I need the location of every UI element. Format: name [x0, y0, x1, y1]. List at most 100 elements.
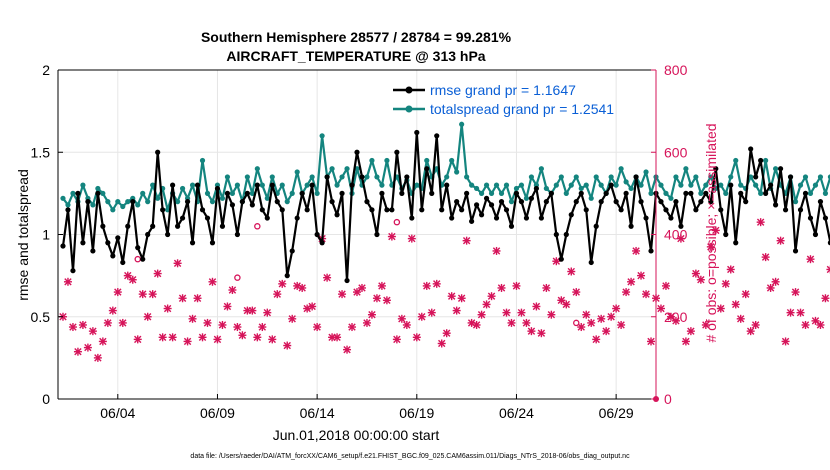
totalspread-point [593, 174, 599, 180]
obs-assimilated-marker [632, 246, 641, 255]
totalspread-point [284, 199, 290, 205]
obs-assimilated-marker [158, 333, 167, 342]
obs-assimilated-marker [711, 226, 720, 235]
totalspread-point [758, 190, 764, 196]
tick-labels: 06/04 06/09 06/14 06/19 06/24 06/2900.511.520… [31, 62, 688, 421]
totalspread-point [95, 185, 101, 192]
obs-assimilated-marker [263, 308, 272, 317]
obs-assimilated-marker [512, 281, 521, 290]
totalspread-point [638, 182, 644, 188]
totalspread-point [179, 185, 186, 192]
totalspread-point [155, 195, 161, 201]
obs-assimilated-marker [811, 316, 820, 325]
rmse-point [95, 190, 101, 196]
rmse-point [304, 207, 310, 213]
obs-assimilated-marker [362, 318, 371, 327]
rmse-point [65, 207, 71, 213]
totalspread-point [698, 190, 704, 196]
obs-assimilated-marker [392, 335, 401, 344]
obs-assimilated-marker [83, 343, 92, 352]
totalspread-point [259, 182, 265, 188]
y-tick-label-right: 0 [664, 391, 672, 407]
rmse-point [578, 190, 584, 196]
obs-assimilated-marker [671, 316, 680, 325]
obs-assimilated-marker [542, 283, 551, 292]
obs-assimilated-marker [283, 341, 292, 350]
totalspread-point [369, 157, 375, 164]
obs-assimilated-marker [382, 296, 391, 305]
rmse-point [787, 174, 794, 180]
obs-assimilated-marker [607, 312, 616, 321]
obs-assimilated-marker [442, 329, 451, 338]
rmse-point [100, 223, 106, 229]
chart-title-line1: Southern Hemisphere 28577 / 28784 = 99.2… [201, 29, 512, 45]
totalspread-point [483, 182, 490, 188]
rmse-point [449, 215, 455, 221]
rmse-point [538, 215, 544, 221]
x-tick-label: 06/14 [300, 405, 335, 421]
totalspread-point [488, 190, 495, 196]
totalspread-point [90, 202, 96, 208]
totalspread-point [688, 182, 694, 188]
rmse-point [165, 231, 171, 238]
totalspread-point [558, 174, 564, 180]
rmse-point [708, 199, 714, 205]
totalspread-point [145, 199, 151, 205]
obs-stroke [826, 268, 830, 274]
rmse-point [284, 273, 290, 279]
obs-possible-marker [393, 218, 401, 226]
obs-assimilated-marker [228, 286, 237, 295]
rmse-point [244, 190, 250, 196]
rmse-point [374, 231, 380, 238]
obs-assimilated-marker [437, 339, 446, 348]
totalspread-point [414, 182, 420, 188]
totalspread-point [508, 199, 515, 205]
obs-assimilated-marker [477, 310, 486, 319]
obs-assimilated-marker [377, 281, 386, 290]
obs-assimilated-marker [696, 275, 705, 284]
rmse-point [224, 190, 231, 196]
obs-assimilated-marker [168, 333, 177, 342]
rmse-point [60, 243, 66, 249]
rmse-point [229, 202, 236, 208]
totalspread-point [683, 166, 689, 172]
obs-assimilated-marker [756, 218, 765, 227]
rmse-point [683, 190, 689, 196]
totalspread-point [618, 166, 624, 172]
rmse-point [175, 223, 181, 229]
obs-assimilated-marker [63, 277, 72, 286]
obs-assimilated-marker [203, 318, 212, 327]
totalspread-point [733, 157, 739, 164]
rmse-point [663, 207, 669, 213]
obs-assimilated-marker [183, 337, 192, 346]
y-tick-label-left: 1 [42, 227, 50, 243]
totalspread-point [115, 199, 121, 205]
obs-assimilated-marker [507, 318, 516, 327]
obs-assimilated-marker [637, 271, 646, 280]
obs-assimilated-marker [537, 329, 546, 338]
obs-assimilated-marker [746, 327, 755, 336]
obs-assimilated-marker [597, 314, 606, 323]
obs-assimilated-marker [806, 255, 815, 264]
rmse-point [194, 182, 201, 188]
rmse-point [239, 199, 245, 205]
obs-assimilated-marker [417, 312, 426, 321]
rmse-point [115, 235, 121, 241]
rmse-point [125, 223, 131, 229]
rmse-point [120, 259, 126, 266]
totalspread-point [608, 174, 614, 180]
rmse-point [219, 223, 226, 229]
y-tick-label-right: 600 [664, 144, 688, 160]
obs-assimilated-marker [298, 283, 307, 292]
totalspread-point [797, 182, 804, 188]
rmse-point [145, 231, 151, 238]
rmse-point [155, 149, 161, 155]
rmse-point [85, 199, 91, 205]
totalspread-point [319, 133, 325, 139]
obs-assimilated-marker [642, 290, 651, 299]
totalspread-point [334, 182, 340, 188]
rmse-point [673, 199, 679, 205]
obs-assimilated-marker [472, 320, 481, 329]
totalspread-point [469, 182, 475, 188]
obs-assimilated-marker [308, 302, 317, 311]
